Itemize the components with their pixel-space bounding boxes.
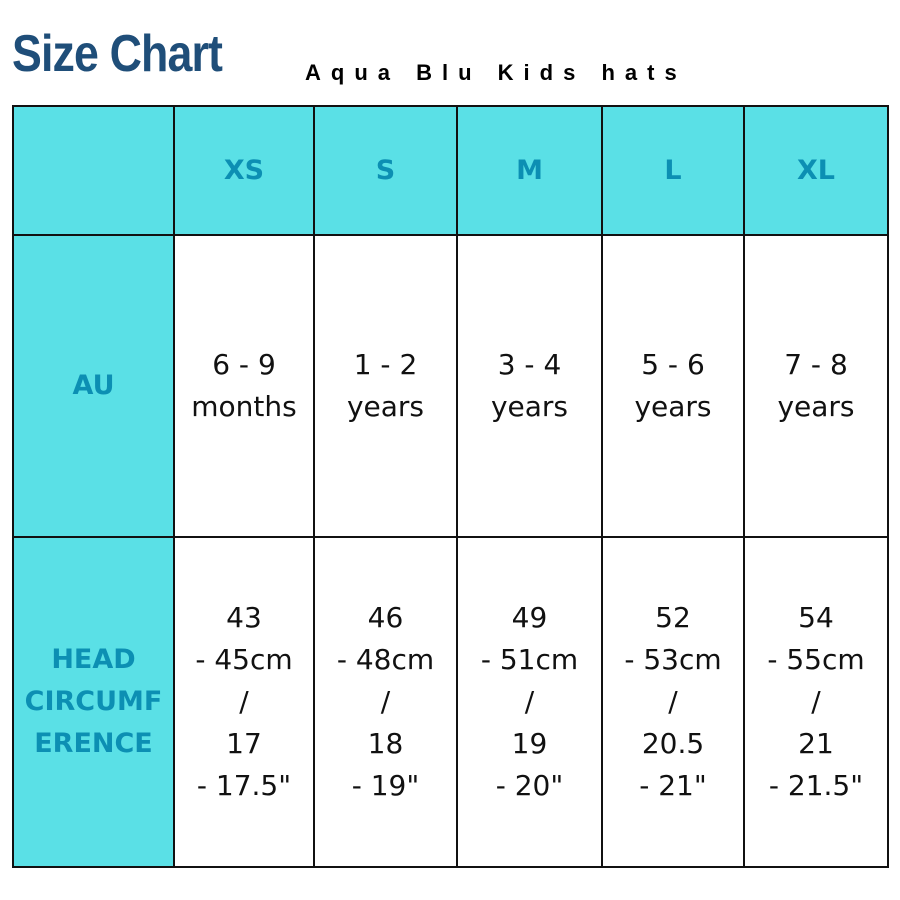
table-cell: 7 - 8 years bbox=[743, 234, 889, 538]
cell-text: 52 - 53cm / 20.5 - 21" bbox=[624, 601, 722, 802]
header-cell-m: M bbox=[456, 105, 603, 236]
cell-text: 1 - 2 years bbox=[346, 348, 425, 423]
cell-text: 49 - 51cm / 19 - 20" bbox=[480, 601, 579, 802]
page-title: Size Chart bbox=[12, 25, 223, 83]
cell-text: 43 - 45cm / 17 - 17.5" bbox=[195, 601, 293, 802]
table-cell: 1 - 2 years bbox=[313, 234, 458, 538]
row-label-text: HEAD CIRCUMF ERENCE bbox=[24, 644, 163, 759]
header-cell-label: S bbox=[375, 155, 396, 186]
table-header-row: XS S M L XL bbox=[12, 105, 889, 236]
cell-text: 5 - 6 years bbox=[634, 348, 712, 423]
header-cell-corner bbox=[12, 105, 175, 236]
table-cell: 5 - 6 years bbox=[601, 234, 745, 538]
header-cell-label: L bbox=[664, 155, 682, 186]
table-cell: 3 - 4 years bbox=[456, 234, 603, 538]
header-cell-label: XL bbox=[796, 155, 836, 186]
table-cell: 46 - 48cm / 18 - 19" bbox=[313, 536, 458, 868]
cell-text: 6 - 9 months bbox=[191, 348, 297, 423]
size-table: XS S M L XL AU 6 - 9 months 1 - 2 years … bbox=[12, 105, 889, 868]
header-cell-xl: XL bbox=[743, 105, 889, 236]
table-cell: 43 - 45cm / 17 - 17.5" bbox=[173, 536, 315, 868]
table-cell: 49 - 51cm / 19 - 20" bbox=[456, 536, 603, 868]
table-cell: 6 - 9 months bbox=[173, 234, 315, 538]
table-row-head-circumference: HEAD CIRCUMF ERENCE 43 - 45cm / 17 - 17.… bbox=[12, 536, 889, 868]
header-cell-xs: XS bbox=[173, 105, 315, 236]
header-cell-l: L bbox=[601, 105, 745, 236]
header-cell-s: S bbox=[313, 105, 458, 236]
cell-text: 7 - 8 years bbox=[777, 348, 855, 423]
cell-text: 46 - 48cm / 18 - 19" bbox=[336, 601, 435, 802]
cell-text: 54 - 55cm / 21 - 21.5" bbox=[767, 601, 865, 802]
table-row-au: AU 6 - 9 months 1 - 2 years 3 - 4 years … bbox=[12, 234, 889, 538]
header-cell-label: M bbox=[516, 155, 543, 186]
page-subtitle: Aqua Blu Kids hats bbox=[305, 60, 687, 85]
table-cell: 54 - 55cm / 21 - 21.5" bbox=[743, 536, 889, 868]
table-cell: 52 - 53cm / 20.5 - 21" bbox=[601, 536, 745, 868]
row-label-text: AU bbox=[72, 370, 115, 401]
cell-text: 3 - 4 years bbox=[490, 348, 569, 423]
header-cell-label: XS bbox=[223, 155, 265, 186]
row-label-au: AU bbox=[12, 234, 175, 538]
row-label-head-circumference: HEAD CIRCUMF ERENCE bbox=[12, 536, 175, 868]
